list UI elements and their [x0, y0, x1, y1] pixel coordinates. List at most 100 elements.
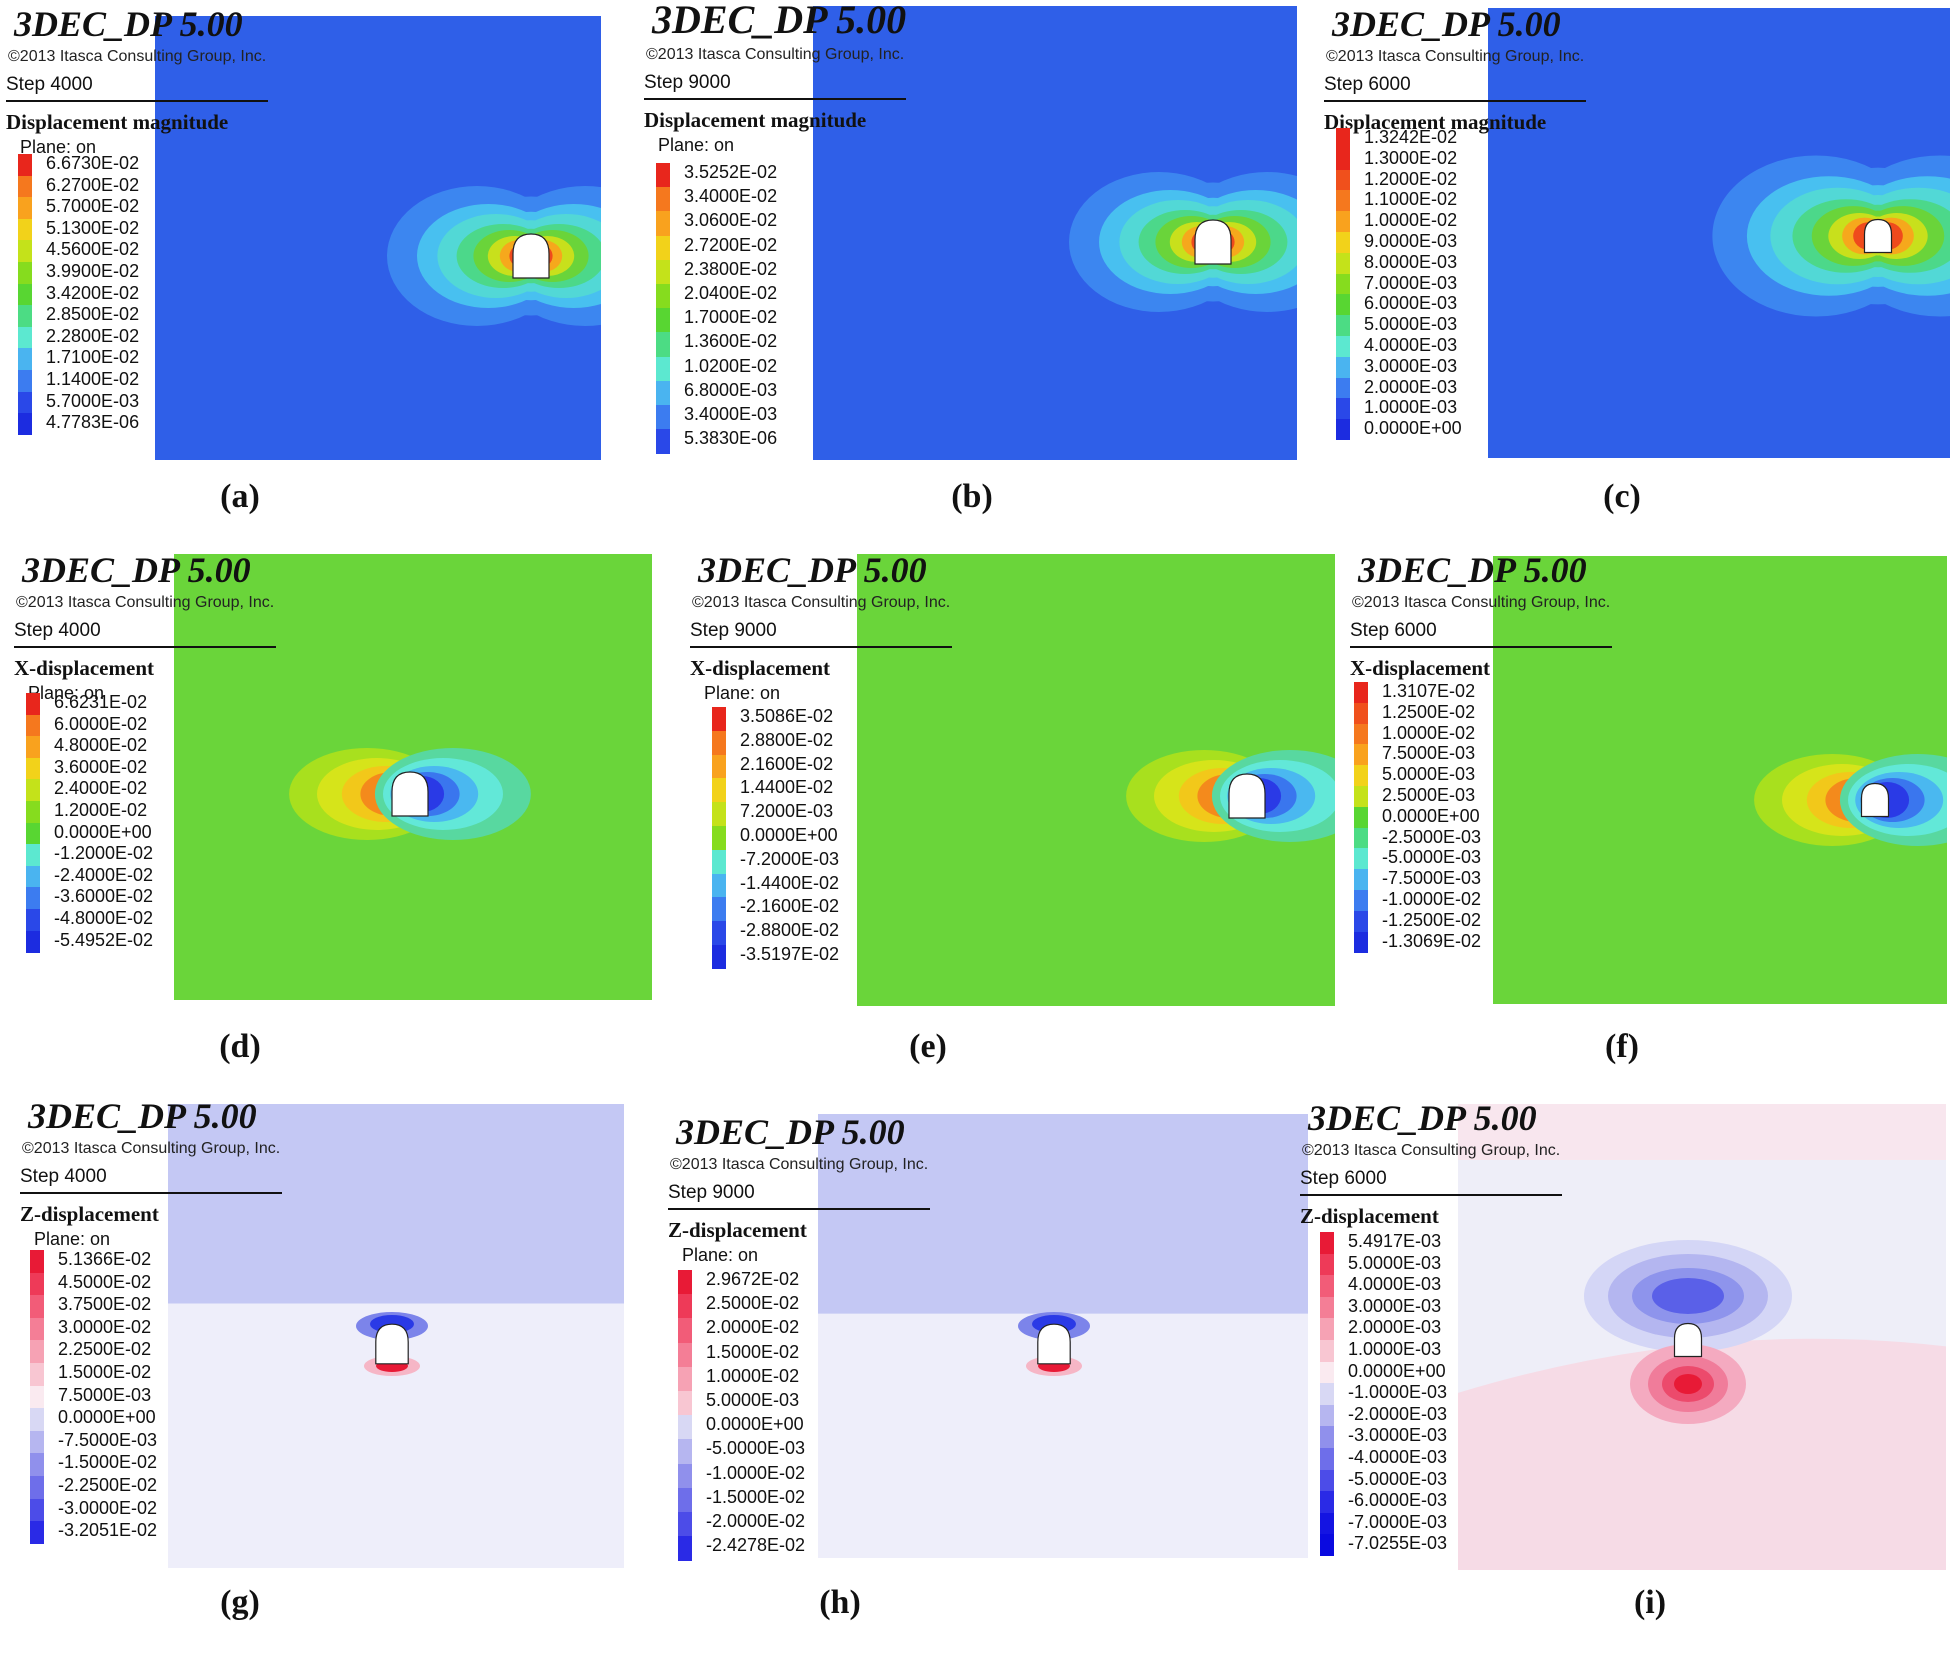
legend-swatch [1336, 315, 1350, 337]
legend-value: 5.3830E-06 [684, 428, 778, 449]
legend-swatch [1354, 848, 1368, 870]
plane-label: Plane: on [704, 683, 781, 703]
legend-swatch [1320, 1296, 1334, 1319]
legend-value: -4.0000E-03 [1348, 1447, 1448, 1467]
legend-swatch [30, 1521, 44, 1545]
legend-value: 6.6730E-02 [46, 153, 140, 173]
legend-value: 1.3600E-02 [684, 331, 778, 352]
quantity-label: Displacement magnitude [644, 108, 867, 132]
legend-swatch [26, 736, 40, 759]
legend-swatch [656, 259, 670, 285]
panel-caption: (e) [909, 1028, 947, 1065]
legend-swatch [26, 865, 40, 888]
quantity-label: Z-displacement [668, 1218, 807, 1242]
panel-c: 3DEC_DP 5.00 ©2013 Itasca Consulting Grou… [1324, 0, 1950, 520]
legend-value: -3.5197E-02 [740, 944, 840, 964]
panel-e: 3DEC_DP 5.00 ©2013 Itasca Consulting Grou… [690, 540, 1335, 1080]
legend-value: 3.4000E-03 [684, 404, 778, 424]
program-title: 3DEC_DP 5.00 [1332, 4, 1561, 44]
legend-swatch [656, 211, 670, 237]
legend-value: 6.8000E-03 [684, 379, 778, 400]
contour-plot [813, 6, 1297, 460]
legend-value: 2.4000E-02 [54, 778, 148, 799]
legend-value: -1.5000E-02 [58, 1452, 158, 1473]
legend-value: 6.2700E-02 [46, 174, 140, 195]
legend-swatch [1336, 419, 1350, 441]
legend-value: 2.9672E-02 [706, 1269, 800, 1289]
legend-swatch [712, 802, 726, 827]
legend-value: 7.0000E-03 [1364, 272, 1458, 293]
legend-swatch [1320, 1340, 1334, 1363]
legend-value: -7.5000E-03 [58, 1429, 158, 1450]
legend-swatch [1354, 723, 1368, 745]
legend-value: -3.6000E-02 [54, 886, 154, 907]
legend-swatch [30, 1340, 44, 1364]
contour-svg [1488, 8, 1950, 458]
legend-swatch [656, 356, 670, 382]
panel-h: 3DEC_DP 5.00 ©2013 Itasca Consulting Grou… [650, 1090, 1308, 1650]
contour-background [1458, 1104, 1946, 1160]
panel-caption: (d) [219, 1028, 261, 1065]
legend-value: 1.1400E-02 [46, 369, 140, 389]
legend-value: -2.0000E-03 [1348, 1403, 1448, 1424]
plane-label: Plane: on [20, 137, 97, 157]
legend-value: -3.2051E-02 [58, 1520, 158, 1541]
legend-value: 6.6231E-02 [54, 692, 148, 712]
legend-value: 4.0000E-03 [1348, 1274, 1442, 1295]
panel-caption: (h) [819, 1584, 861, 1621]
legend-value: 1.5000E-02 [58, 1362, 152, 1382]
legend-value: 1.2500E-02 [1382, 701, 1476, 722]
legend-swatch [712, 873, 726, 898]
panel-caption: (a) [220, 478, 260, 515]
panel-caption: (g) [220, 1584, 260, 1621]
contour-plot [155, 16, 601, 460]
legend-swatch [1320, 1469, 1334, 1492]
legend-swatch [678, 1342, 692, 1368]
legend-swatch [712, 945, 726, 970]
contour-svg [818, 1114, 1308, 1558]
legend-swatch [656, 332, 670, 358]
legend-value: 1.0000E-02 [1382, 722, 1476, 743]
contour-background [818, 1114, 1308, 1314]
legend-swatch [18, 413, 32, 436]
legend-swatch [30, 1250, 44, 1274]
legend-value: 7.5000E-03 [58, 1384, 152, 1405]
legend-value: -2.4278E-02 [706, 1535, 806, 1556]
legend-value: 2.0400E-02 [684, 283, 778, 303]
legend-value: 1.2000E-02 [1364, 168, 1458, 189]
tunnel-opening [375, 1323, 409, 1365]
legend-swatch [18, 370, 32, 393]
contour-plot [168, 1104, 624, 1568]
legend-value: 1.5000E-02 [706, 1341, 800, 1362]
legend-value: -1.2000E-02 [54, 843, 154, 864]
tunnel-opening [391, 771, 429, 817]
legend-swatch [26, 714, 40, 737]
legend-value: 5.0000E-03 [1364, 314, 1458, 335]
step-label: Step 9000 [668, 1182, 755, 1203]
legend-value: -7.0000E-03 [1348, 1511, 1448, 1532]
legend-swatch [1336, 190, 1350, 212]
legend-value: -2.1600E-02 [740, 896, 840, 917]
copyright-text: ©2013 Itasca Consulting Group, Inc. [22, 1140, 281, 1157]
plane-label: Plane: on [682, 1245, 759, 1265]
plane-label: Plane: on [28, 683, 105, 703]
legend-value: 4.7783E-06 [46, 412, 140, 433]
legend-swatch [1336, 211, 1350, 233]
step-label: Step 9000 [690, 620, 777, 641]
legend-swatch [656, 284, 670, 309]
quantity-label: X-displacement [1350, 656, 1490, 680]
program-title: 3DEC_DP 5.00 [22, 550, 251, 590]
legend-value: -2.5000E-03 [1382, 826, 1482, 847]
legend-swatch [30, 1498, 44, 1522]
panel-caption: (b) [951, 478, 993, 515]
legend-swatch [18, 305, 32, 328]
legend-value: -3.0000E-03 [1348, 1425, 1448, 1446]
legend-value: 3.6000E-02 [54, 756, 148, 777]
legend-swatch [26, 801, 40, 824]
legend-value: 0.0000E+00 [54, 821, 152, 842]
step-label: Step 6000 [1300, 1168, 1387, 1189]
program-title: 3DEC_DP 5.00 [28, 1096, 257, 1136]
quantity-label: Z-displacement [1300, 1204, 1439, 1228]
contour-svg [813, 6, 1297, 460]
copyright-text: ©2013 Itasca Consulting Group, Inc. [8, 48, 267, 65]
